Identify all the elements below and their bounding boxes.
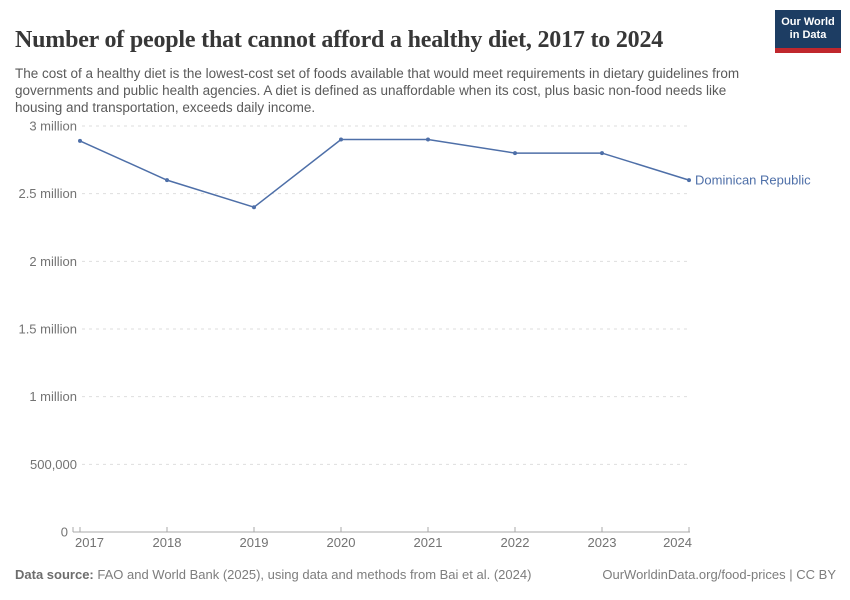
y-axis-tick-label: 1 million bbox=[29, 389, 77, 404]
data-line[interactable] bbox=[79, 138, 690, 209]
chart-canvas[interactable]: 0 500,000 1 million 1.5 million 2 million 2.5… bbox=[0, 110, 850, 565]
chart-footer: Data source: FAO and World Bank (2025), … bbox=[15, 567, 836, 582]
y-axis-tick-label: 3 million bbox=[29, 119, 77, 134]
data-point[interactable] bbox=[339, 137, 343, 142]
owid-link[interactable]: OurWorldinData.org/food-prices bbox=[602, 567, 786, 582]
data-point[interactable] bbox=[165, 178, 169, 183]
owid-logo-box: Our World in Data bbox=[775, 10, 841, 53]
data-source-note: Data source: FAO and World Bank (2025), … bbox=[15, 567, 531, 582]
y-axis-tick-label: 500,000 bbox=[30, 457, 77, 472]
x-axis-tick-label: 2018 bbox=[153, 535, 182, 550]
data-source-text: FAO and World Bank (2025), using data an… bbox=[93, 567, 532, 582]
x-axis-tick-label: 2024 bbox=[663, 535, 692, 550]
footer-right: OurWorldinData.org/food-prices | CC BY bbox=[602, 567, 836, 582]
owid-logo-line2: in Data bbox=[789, 29, 827, 41]
license-badge[interactable]: CC BY bbox=[796, 567, 836, 582]
owid-logo-line1: Our World bbox=[781, 16, 835, 28]
series-label[interactable]: Dominican Republic bbox=[695, 173, 811, 188]
y-axis-tick-label: 0 bbox=[61, 525, 68, 540]
y-axis-tick-label: 1.5 million bbox=[18, 322, 77, 337]
data-point[interactable] bbox=[78, 138, 82, 143]
data-point[interactable] bbox=[426, 137, 430, 142]
chart-title: Number of people that cannot afford a he… bbox=[15, 27, 664, 54]
x-axis-tick-label: 2020 bbox=[327, 535, 356, 550]
data-point[interactable] bbox=[252, 205, 256, 210]
x-axis-tick-label: 2023 bbox=[588, 535, 617, 550]
footer-separator: | bbox=[785, 567, 797, 582]
data-point[interactable] bbox=[687, 178, 691, 183]
y-axis-tick-label: 2.5 million bbox=[18, 186, 77, 201]
chart-subtitle: The cost of a healthy diet is the lowest… bbox=[15, 65, 740, 115]
y-axis-tick-label: 2 million bbox=[29, 254, 77, 269]
data-point[interactable] bbox=[513, 151, 517, 156]
x-axis-tick-label: 2022 bbox=[501, 535, 530, 550]
data-source-label: Data source: bbox=[15, 567, 94, 582]
data-point[interactable] bbox=[600, 151, 604, 156]
owid-logo[interactable]: Our World in Data bbox=[775, 10, 841, 53]
x-axis-tick-label: 2019 bbox=[240, 535, 269, 550]
x-axis-tick-label: 2017 bbox=[75, 535, 104, 550]
x-axis-tick-label: 2021 bbox=[414, 535, 443, 550]
